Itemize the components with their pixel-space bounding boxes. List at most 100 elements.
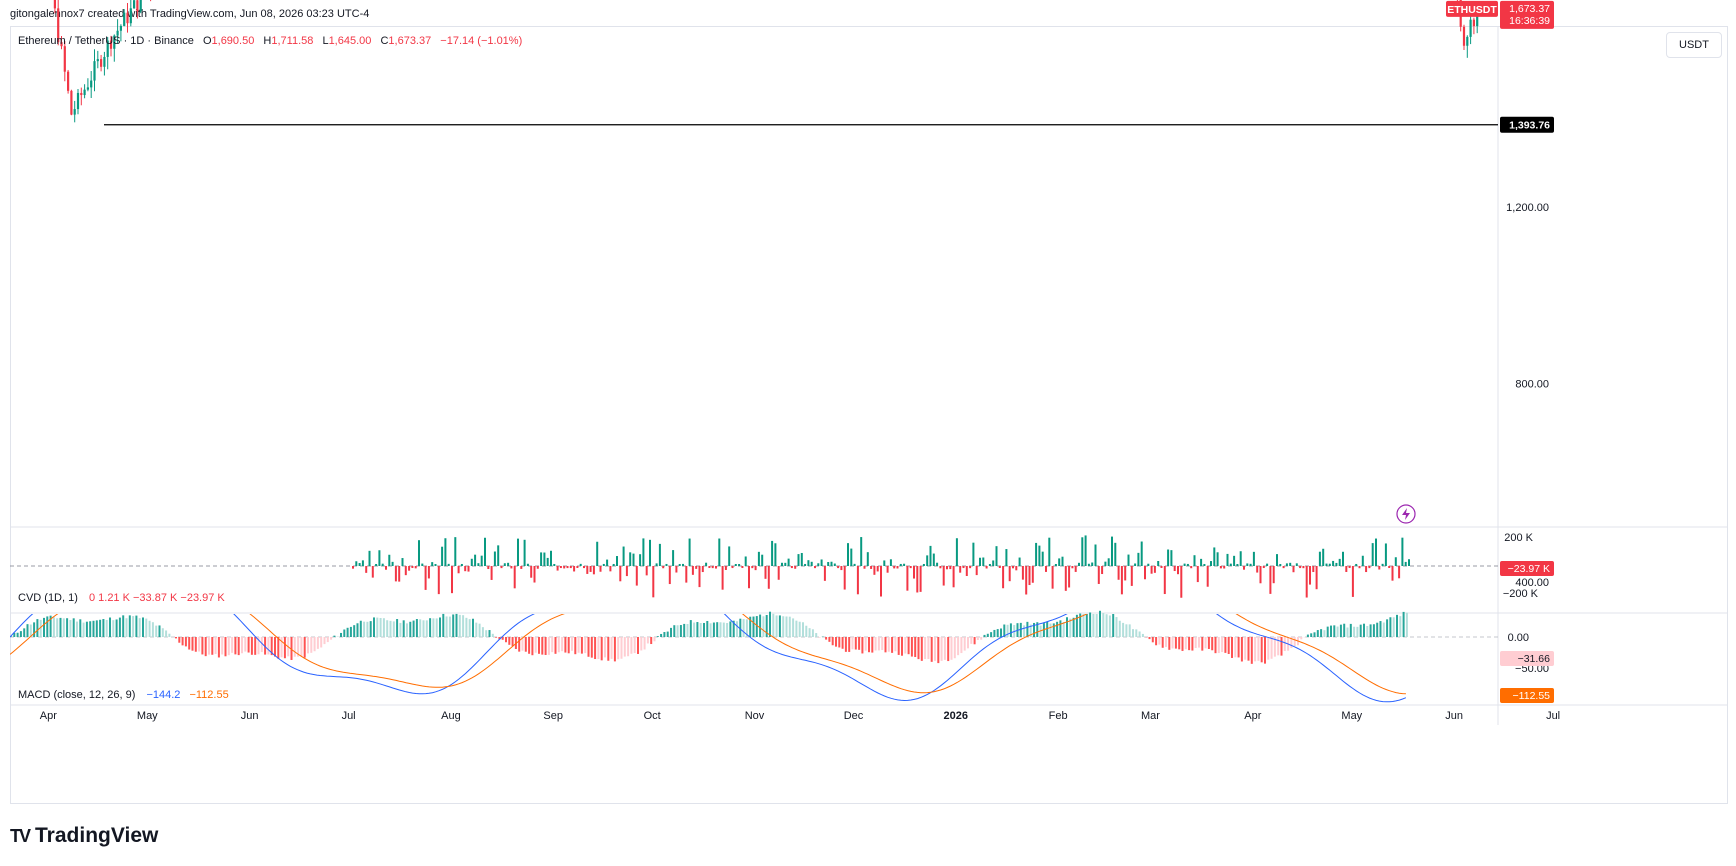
macd-hist-bar: [498, 637, 501, 640]
cvd-bar: [583, 566, 585, 569]
currency-button[interactable]: USDT: [1666, 32, 1722, 58]
macd-hist-bar: [541, 637, 544, 655]
macd-hist-bar: [1089, 612, 1092, 637]
candle: [76, 88, 80, 115]
cvd-bar: [814, 566, 816, 569]
cvd-bar: [616, 556, 618, 566]
macd-signal-label: −112.55: [1513, 690, 1551, 702]
cvd-bar: [698, 566, 701, 588]
cvd-legend[interactable]: CVD (1D, 1) 0 1.21 K −33.87 K −23.97 K: [18, 592, 225, 604]
drawings[interactable]: [104, 0, 1498, 126]
macd-hist-bar: [693, 622, 696, 637]
cvd-bar: [1196, 566, 1199, 583]
macd-hist-bar: [99, 619, 102, 637]
cvd-bar: [774, 543, 777, 566]
macd-hist-bar: [894, 637, 897, 652]
macd-hist-bar: [594, 637, 597, 660]
cvd-bar: [513, 566, 516, 589]
macd-hist-bar: [808, 628, 811, 637]
cvd-bar: [860, 537, 863, 566]
macd-hist-bar: [785, 616, 788, 637]
time-tick-label: Aug: [441, 710, 461, 722]
candle: [73, 100, 76, 123]
macd-hist-bar: [1006, 624, 1009, 637]
macd-hist-bar: [76, 621, 78, 637]
macd-hist-bar: [633, 637, 636, 654]
cvd-bar: [810, 561, 813, 566]
cvd-bar: [1381, 563, 1384, 566]
tradingview-logo[interactable]: TV TradingView: [10, 824, 158, 848]
cvd-bar: [1223, 566, 1226, 569]
macd-hist-bar: [109, 617, 111, 637]
cvd-bar: [827, 562, 830, 566]
cvd-bar: [738, 564, 741, 566]
cvd-bar: [1015, 566, 1018, 571]
macd-hist-bar: [620, 637, 623, 659]
cvd-bar: [688, 538, 691, 566]
macd-hist-bar: [811, 629, 814, 637]
macd-hist-bar: [244, 637, 247, 652]
macd-hist-bar: [518, 637, 521, 652]
candle: [129, 0, 132, 27]
macd-hist-bar: [158, 625, 161, 637]
time-tick-label: Jul: [1546, 710, 1560, 722]
macd-hist-bar: [419, 619, 422, 637]
symbol-legend[interactable]: Ethereum / TetherUS · 1D · Binance O1,69…: [18, 35, 522, 47]
macd-hist-bar: [980, 637, 983, 640]
macd-hist-bar: [607, 637, 610, 661]
macd-hist-bar: [429, 618, 432, 637]
cvd-bar: [1094, 544, 1097, 566]
cvd-bar: [1078, 562, 1080, 566]
cvd-bar: [385, 566, 387, 570]
cvd-bar: [573, 566, 576, 572]
cvd-bar: [401, 558, 404, 566]
candle: [123, 9, 126, 27]
cvd-bar: [507, 562, 510, 566]
macd-hist-bar: [36, 619, 39, 637]
macd-hist-bar: [1306, 634, 1309, 637]
cvd-bar: [1107, 558, 1110, 566]
macd-hist-bar: [1052, 623, 1055, 637]
macd-hist-bar: [1026, 621, 1029, 637]
macd-hist-bar: [1227, 637, 1230, 654]
macd-hist-bar: [62, 618, 65, 637]
cvd-bar: [695, 566, 698, 569]
cvd-bar: [394, 566, 397, 582]
macd-hist-bar: [198, 637, 201, 652]
macd-hist-bar: [699, 622, 702, 637]
macd-legend[interactable]: MACD (close, 12, 26, 9) −144.2 −112.55: [18, 689, 229, 701]
macd-hist-bar: [1264, 637, 1266, 664]
macd-hist-bar: [554, 637, 557, 654]
cvd-bar: [503, 563, 506, 566]
macd-hist-bar: [1108, 615, 1111, 637]
cvd-bar: [1111, 536, 1113, 566]
macd-hist-bar: [346, 627, 349, 637]
macd-hist-bar: [307, 637, 309, 654]
macd-hist-bar: [505, 637, 507, 643]
macd-hist-bar: [943, 637, 946, 660]
cvd-bar: [1031, 566, 1034, 583]
macd-hist-bar: [472, 618, 474, 637]
macd-hist-bar: [257, 637, 260, 655]
cvd-bar: [721, 566, 724, 590]
candle-body: [57, 8, 60, 43]
macd-hist-bar: [798, 621, 801, 637]
macd-hist-bar: [290, 637, 293, 660]
macd-hist-bar: [72, 618, 75, 637]
macd-hist-bar: [759, 614, 762, 637]
candle: [126, 3, 129, 33]
cvd-bar: [444, 538, 447, 566]
candle: [1462, 24, 1466, 51]
macd-hist-bar: [719, 622, 722, 637]
macd-hist-bar: [656, 636, 659, 637]
macd-hist-bar: [363, 621, 366, 637]
cvd-bar: [596, 541, 599, 566]
cvd-bar: [1371, 543, 1374, 566]
cvd-bar: [1071, 566, 1074, 569]
macd-hist-bar: [947, 637, 950, 662]
macd-hist-bar: [689, 620, 692, 637]
macd-hist-bar: [1161, 637, 1164, 648]
cvd-bar: [1328, 563, 1331, 566]
macd-hist-bar: [465, 617, 468, 637]
